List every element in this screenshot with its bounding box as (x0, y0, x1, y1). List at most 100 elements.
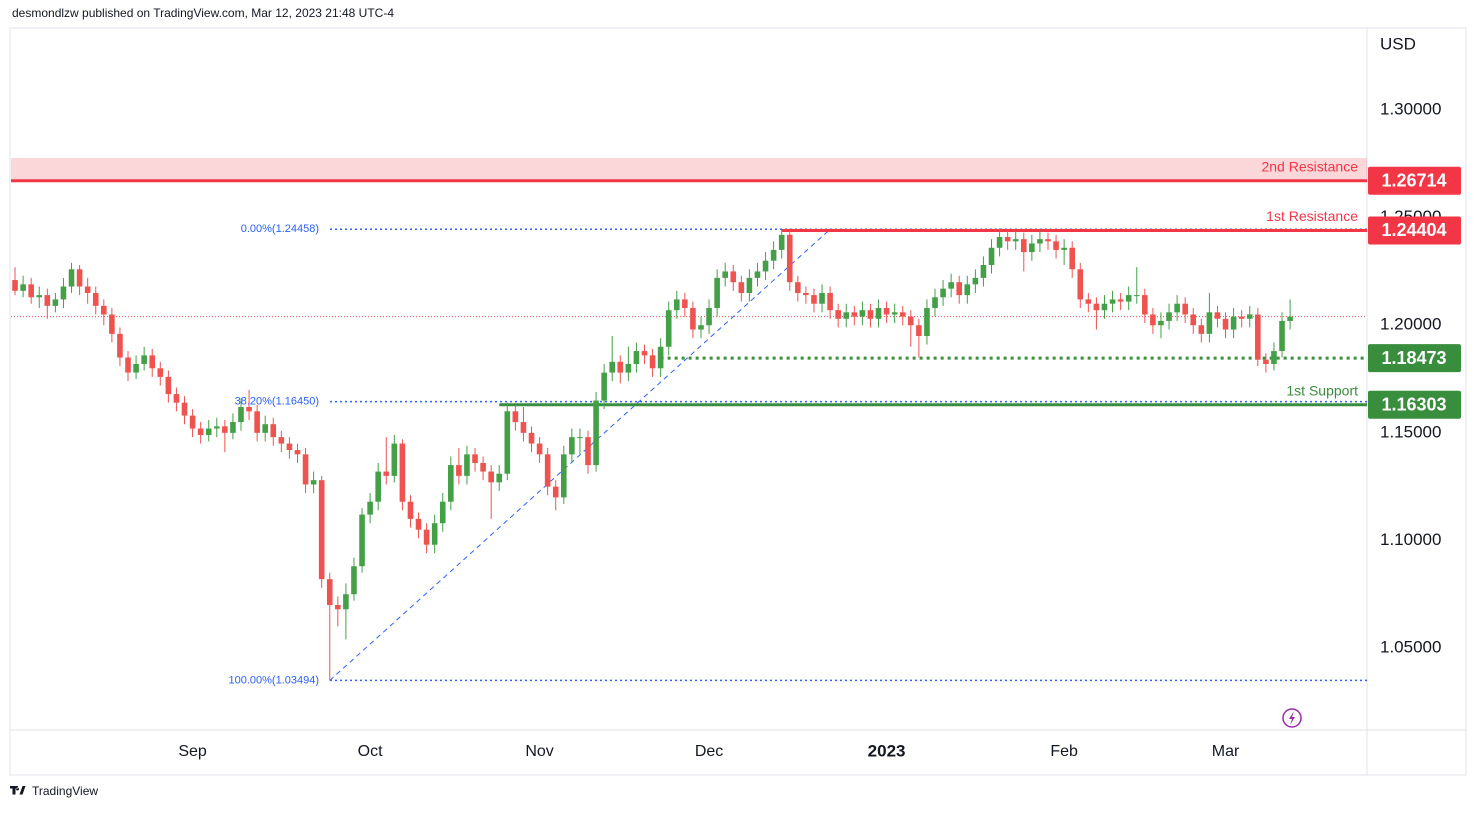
candle-body (157, 368, 164, 377)
candle-body (1263, 359, 1269, 364)
fib-label: 0.00%(1.24458) (241, 223, 319, 235)
candle-body (1271, 351, 1277, 364)
candle-body (1238, 316, 1245, 319)
candle-body (875, 308, 882, 319)
candle-body (60, 286, 67, 300)
candle-body (932, 297, 938, 309)
candle-body (109, 314, 115, 334)
candle-body (278, 437, 285, 444)
fib-label: 38.20%(1.16450) (235, 396, 319, 408)
level-name: 1st Support (1286, 382, 1358, 398)
candle-body (770, 249, 777, 261)
candle-body (1166, 312, 1172, 321)
logo (10, 786, 26, 795)
candle-body (803, 292, 809, 296)
candle-body (899, 312, 906, 317)
x-tick-label: Sep (178, 743, 207, 760)
candle-body (859, 310, 866, 317)
x-tick-label: Feb (1050, 743, 1078, 760)
candle-body (68, 269, 75, 287)
candle-body (940, 288, 946, 298)
candle-body (512, 411, 519, 423)
y-tick-label: 1.30000 (1380, 100, 1441, 119)
candle-body (1133, 295, 1140, 297)
candle-body (964, 284, 971, 296)
candle-body (173, 394, 180, 403)
candle-body (641, 351, 648, 356)
candle-body (254, 411, 260, 433)
candle-body (560, 454, 567, 498)
candle-body (44, 295, 51, 306)
candle-body (1150, 314, 1156, 326)
candle-body (795, 282, 801, 293)
candle-body (585, 437, 591, 466)
candle-body (706, 308, 712, 326)
candle-body (117, 333, 123, 358)
candle-body (1045, 239, 1051, 242)
candle-body (1230, 316, 1237, 330)
candle-body (141, 355, 147, 364)
candle-body (649, 355, 656, 369)
candle-body (222, 426, 228, 433)
candle-body (908, 316, 914, 326)
fib-trend (329, 228, 831, 681)
candle-body (238, 407, 244, 423)
candle-body (867, 310, 874, 319)
candle-body (262, 424, 269, 433)
candle-body (778, 234, 785, 250)
candle-body (673, 299, 680, 311)
candle-body (423, 529, 430, 545)
candle-body (730, 271, 737, 283)
candle-body (310, 480, 317, 485)
lightning-icon[interactable] (1282, 708, 1302, 728)
candle-body (230, 422, 236, 433)
candle-body (1012, 239, 1019, 242)
candle-body (20, 284, 26, 291)
candle-body (609, 361, 616, 373)
candle-body (1101, 303, 1108, 311)
candle-body (665, 310, 672, 347)
candle-body (84, 286, 91, 293)
candle-body (496, 473, 503, 483)
candle-body (1125, 295, 1132, 302)
x-tick-label: Mar (1212, 743, 1240, 760)
candle-body (980, 264, 987, 278)
candle-body (1053, 241, 1059, 250)
candle-body (246, 407, 252, 412)
candle-body (996, 237, 1003, 248)
candle-body (536, 443, 543, 455)
candle-body (1117, 299, 1124, 302)
candle-body (1093, 303, 1100, 311)
level-price-label: 1.18473 (1381, 348, 1446, 368)
candle-body (270, 424, 277, 438)
y-tick-label: 1.05000 (1380, 637, 1441, 656)
candle-body (286, 443, 293, 451)
level-price-box (1368, 166, 1461, 195)
candle-body (351, 566, 357, 595)
y-tick-label: 1.15000 (1380, 422, 1441, 441)
candle-body (28, 284, 34, 298)
candle-body (1198, 325, 1205, 334)
candle-body (375, 471, 381, 502)
candle-body (1037, 239, 1043, 244)
candle-body (504, 411, 511, 474)
candle-body (698, 325, 704, 330)
candle-body (165, 376, 172, 395)
candle-body (714, 277, 720, 309)
candle-body (1069, 247, 1076, 270)
candle-body (891, 312, 898, 315)
candle-body (722, 271, 728, 278)
candle-body (448, 465, 454, 502)
candle-body (1214, 312, 1221, 319)
candle-body (811, 295, 817, 304)
header: desmondlzw published on TradingView.com,… (12, 6, 394, 20)
candle-body (1190, 314, 1197, 326)
candle-body (359, 514, 365, 567)
candle-body (383, 471, 390, 476)
candle-body (520, 422, 527, 433)
candle-body (835, 310, 841, 319)
candle-body (956, 282, 963, 296)
resistance-zone (11, 158, 1367, 181)
candle-body (181, 402, 188, 416)
